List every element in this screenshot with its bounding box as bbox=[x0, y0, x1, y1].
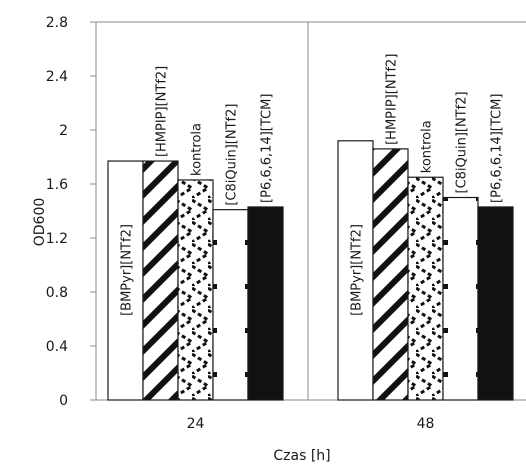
y-tick-label: 1.6 bbox=[46, 177, 68, 193]
y-tick-label: 1.2 bbox=[46, 231, 68, 247]
y-tick-label: 2 bbox=[59, 123, 68, 139]
bar-48h-3 bbox=[442, 196, 479, 401]
bar-48h-4 bbox=[477, 206, 514, 401]
bars bbox=[107, 140, 514, 401]
x-tick-label: 48 bbox=[417, 416, 435, 432]
bar-series-label: [HMPIP][NTf2] bbox=[385, 54, 400, 145]
bar-24h-3 bbox=[212, 209, 249, 401]
bar-series-label: kontrola bbox=[420, 120, 435, 173]
y-axis-title: OD600 bbox=[32, 198, 48, 247]
y-tick-label: 2.8 bbox=[46, 15, 68, 31]
bar-series-label: [BMPyr][NTf2] bbox=[350, 224, 365, 316]
y-ticks: 0 0.4 0.8 1.2 1.6 2 2.4 2.8 bbox=[46, 15, 96, 409]
bar-series-label: [P6,6,6,14][TCM] bbox=[260, 94, 275, 203]
bar-24h-2 bbox=[177, 179, 214, 401]
bar-48h-1 bbox=[372, 148, 409, 401]
bar-24h-1 bbox=[142, 160, 179, 401]
bar-24h-0 bbox=[107, 160, 144, 401]
y-tick-label: 2.4 bbox=[46, 69, 68, 85]
y-tick-label: 0 bbox=[59, 393, 68, 409]
x-ticks: 24 48 bbox=[187, 416, 435, 432]
bar-series-label: [P6,6,6,14][TCM] bbox=[490, 94, 505, 203]
bar-series-label: kontrola bbox=[190, 123, 205, 176]
y-tick-label: 0.4 bbox=[46, 339, 68, 355]
bar-24h-4 bbox=[247, 206, 284, 401]
bar-series-label: [C8iQuin][NTf2] bbox=[455, 91, 470, 193]
x-axis-title: Czas [h] bbox=[273, 448, 330, 464]
bar-series-label: [C8iQuin][NTf2] bbox=[225, 104, 240, 206]
y-tick-label: 0.8 bbox=[46, 285, 68, 301]
bar-series-label: [BMPyr][NTf2] bbox=[120, 224, 135, 316]
bar-labels: [BMPyr][NTf2] [HMPIP][NTf2] kontrola [C8iQu… bbox=[120, 54, 505, 316]
bar-series-label: [HMPIP][NTf2] bbox=[155, 66, 170, 157]
bar-48h-2 bbox=[407, 176, 444, 401]
x-tick-label: 24 bbox=[187, 416, 205, 432]
